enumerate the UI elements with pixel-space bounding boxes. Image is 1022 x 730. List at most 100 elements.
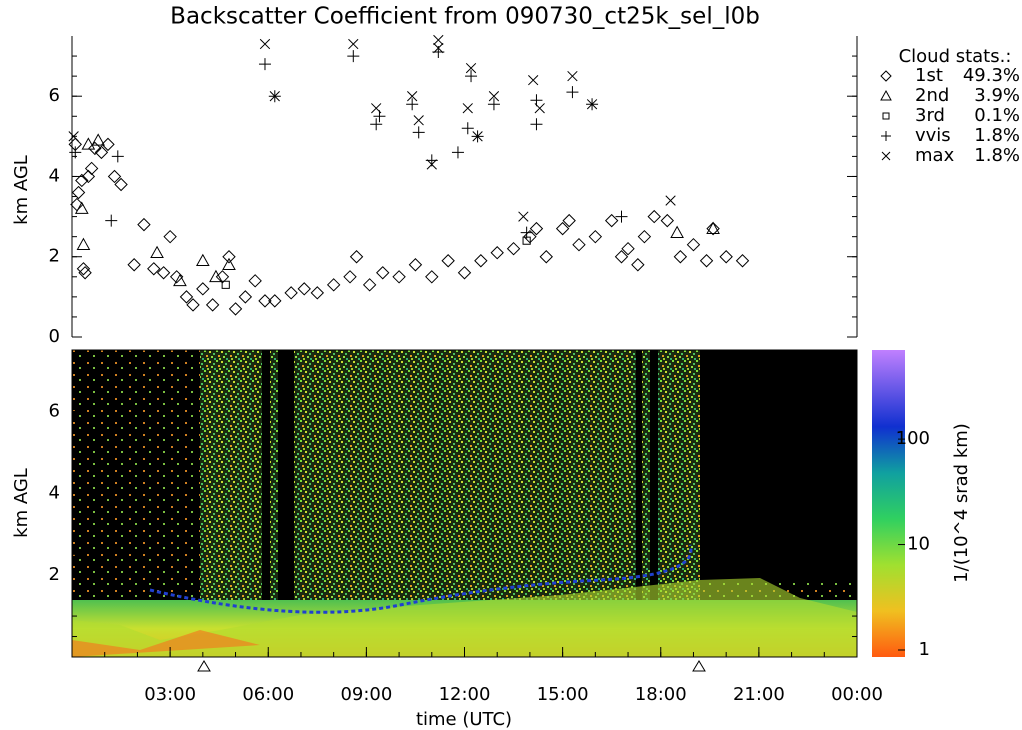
marker [84,161,99,176]
marker [228,302,243,316]
marker [81,137,96,150]
legend-symbol [880,70,892,82]
marker [433,34,444,46]
marker [408,258,423,272]
marker [673,250,688,264]
marker [562,213,576,228]
marker [530,94,543,107]
marker [665,195,676,206]
marker [457,266,472,280]
backscatter-image [72,350,857,657]
marker [631,258,645,272]
marker [621,241,635,256]
marker [376,266,390,280]
marker [209,269,223,283]
marker [588,229,603,244]
legend-symbol [882,112,890,120]
x-axis-label: time (UTC) [416,709,512,730]
marker [248,274,262,288]
marker [407,91,418,102]
marker [127,258,141,272]
marker [530,118,543,131]
marker [539,250,553,264]
marker [258,58,271,71]
marker [433,42,444,54]
marker [370,118,383,131]
marker [488,91,500,102]
marker [660,213,674,228]
marker [150,245,164,259]
y-tick-label: 0 [49,326,60,347]
marker [196,282,210,296]
marker [163,229,177,244]
y-tick-label: 6 [49,85,60,106]
marker [349,250,364,264]
colorbar-tick-label: 10 [907,534,930,555]
marker [222,250,236,264]
marker [222,257,236,271]
colorbar-label: 1/(10^4 srad km) [951,423,972,583]
marker [297,282,311,296]
marker [392,270,406,284]
marker [735,254,750,268]
marker [425,270,439,284]
y-tick-label: 2 [49,246,60,267]
marker [238,290,253,304]
legend-stat: 49.3% [963,65,1020,86]
marker [169,270,184,284]
marker [78,266,92,280]
marker [68,131,79,142]
marker [268,294,282,308]
marker [567,70,578,82]
legend-label: max [915,145,955,166]
marker [94,145,109,160]
marker [269,91,280,102]
marker [221,280,230,289]
marker [462,103,473,114]
marker [69,146,82,159]
marker [76,262,91,276]
marker [347,50,360,63]
marker [706,221,720,234]
y-axis-label: km AGL [11,468,32,538]
legend-stat: 1.8% [974,125,1020,146]
legend-symbol [881,151,891,161]
x-tick-label: 12:00 [439,684,491,705]
x-tick-label: 00:00 [831,684,883,705]
marker [528,74,539,86]
marker [441,254,455,268]
marker [614,250,629,264]
marker [474,254,488,268]
marker [373,110,386,123]
legend-title: Cloud stats.: [899,46,1012,67]
marker [195,253,210,267]
marker [412,126,425,139]
colorbar [872,350,905,657]
marker [555,221,570,236]
y-tick-label: 6 [49,400,60,421]
x-tick-label: 06:00 [242,684,294,705]
marker [107,169,122,184]
marker [81,169,96,184]
legend-label: 3rd [915,105,945,126]
marker [413,115,424,126]
marker [156,266,171,280]
marker [91,133,106,146]
marker [284,286,298,300]
marker [615,210,628,223]
marker [706,221,720,236]
marker [465,62,477,74]
marker [173,273,187,287]
marker [258,294,272,308]
marker [71,185,86,200]
legend-symbol [880,89,892,101]
marker [586,99,598,110]
marker [137,217,151,232]
marker [147,262,161,276]
legend-stat: 0.1% [974,105,1020,126]
marker [647,209,661,224]
marker [205,298,220,312]
marker [522,236,531,245]
marker [406,98,419,111]
